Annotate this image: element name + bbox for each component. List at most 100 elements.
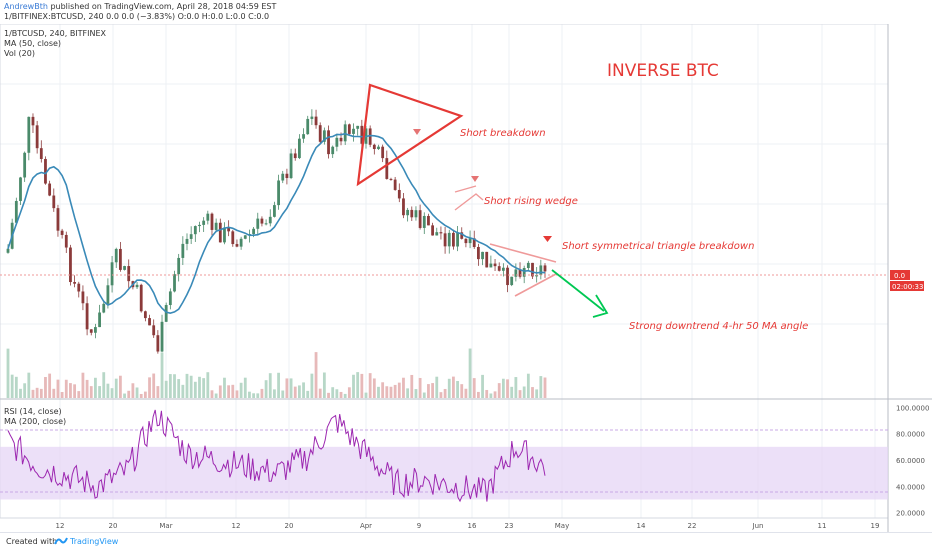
candle-body [543,265,547,272]
volume-legend[interactable]: Vol (20) [4,49,35,58]
candle-body [77,283,81,292]
volume-bar [368,373,372,398]
volume-bar [481,374,484,398]
tradingview-brand[interactable]: TradingView [70,537,119,546]
volume-bar [385,386,389,398]
chart-area[interactable]: 0.0 02:00:33 1/BTCUSD, 240, BITFINEX MA … [0,24,932,532]
ma-legend[interactable]: MA (50, close) [4,39,61,48]
volume-bar [252,393,256,398]
volume-bar [302,382,305,398]
volume-bar [506,379,509,398]
volume-bar [85,379,89,398]
volume-bar [468,348,472,398]
candle-body [114,248,118,263]
volume-bar [131,383,135,398]
candle-body [297,138,301,159]
volume-bar [48,373,52,398]
candle-body [356,125,360,129]
candle-body [331,146,335,155]
volume-bar [156,386,160,398]
candle-body [168,291,172,306]
volume-bar [77,391,81,398]
author-link[interactable]: AndrewBth [4,2,48,11]
candle-body [264,223,268,225]
candle-body [397,189,401,199]
candle-body [347,124,351,134]
rsi-ma-legend[interactable]: MA (200, close) [4,417,66,426]
downtrend-arrow-shaft [551,269,605,312]
candle-body [302,134,305,139]
candle-body [489,263,493,268]
x-tick-label: Mar [159,522,172,530]
candle-body [318,125,322,142]
volume-bar [94,377,97,398]
volume-bar [202,378,206,398]
candle-body [85,303,89,330]
candle-body [89,329,93,333]
x-tick-label: 14 [637,522,646,530]
candle-body [464,238,468,244]
volume-bar [139,393,143,398]
candle-body [31,116,35,126]
candle-body [81,291,85,304]
candle-body [243,235,247,239]
volume-bar [19,388,22,398]
candle-body [306,118,310,135]
volume-bar [402,377,405,398]
candle-body [256,218,260,229]
volume-bar [389,386,393,398]
volume-bar [418,377,422,398]
candle-body [343,124,347,142]
rsi-tick-label: 40.0000 [896,483,925,491]
rsi-axis-ticks: 100.0000 80.0000 60.0000 40.0000 20.0000 [896,404,929,517]
candle-body [439,232,443,234]
candle-body [60,230,64,235]
candle-body [443,233,447,247]
candle-body [427,215,430,226]
rsi-tick-label: 20.0000 [896,510,925,518]
symmetrical-triangle-label: Short symmetrical triangle breakdown [562,241,754,252]
candle-body [118,248,122,270]
volume-bar [535,389,539,398]
symbol-legend[interactable]: 1/BTCUSD, 240, BITFINEX [4,29,107,38]
candle-body [372,144,376,150]
volume-bar [510,386,514,398]
rising-wedge-lower [454,193,484,211]
candle-body [143,311,147,319]
candle-body [177,257,181,275]
candle-body [406,209,410,216]
volume-bar [98,386,101,398]
candle-body [148,318,151,326]
volume-bar [223,377,226,398]
candle-body [514,269,518,277]
volume-bar [381,382,385,398]
volume-bar [497,383,501,398]
volume-bar [64,379,68,398]
volume-bar [289,378,293,398]
candle-body [52,195,56,209]
volume-bar [306,390,310,398]
volume-bar [52,388,56,398]
volume-bar [377,386,380,398]
x-tick-label: 20 [109,522,118,530]
candle-body [447,232,451,247]
x-tick-label: 16 [468,522,477,530]
rising-wedge-label: Short rising wedge [484,196,578,207]
volume-bar [464,388,468,398]
x-tick-label: 23 [505,522,514,530]
candle-body [472,238,476,247]
volume-bar [27,372,31,398]
volume-bar [110,388,114,398]
volume-bar [35,387,39,398]
volume-bar [281,390,285,398]
rsi-legend[interactable]: RSI (14, close) [4,407,62,416]
rsi-band [0,446,888,500]
candle-body [152,325,156,336]
candle-body [368,128,372,145]
candle-body [389,178,393,180]
x-tick-label: 22 [688,522,697,530]
volume-bar [435,376,439,398]
candle-body [285,173,289,179]
candle-body [35,125,39,149]
candle-body [414,210,418,218]
